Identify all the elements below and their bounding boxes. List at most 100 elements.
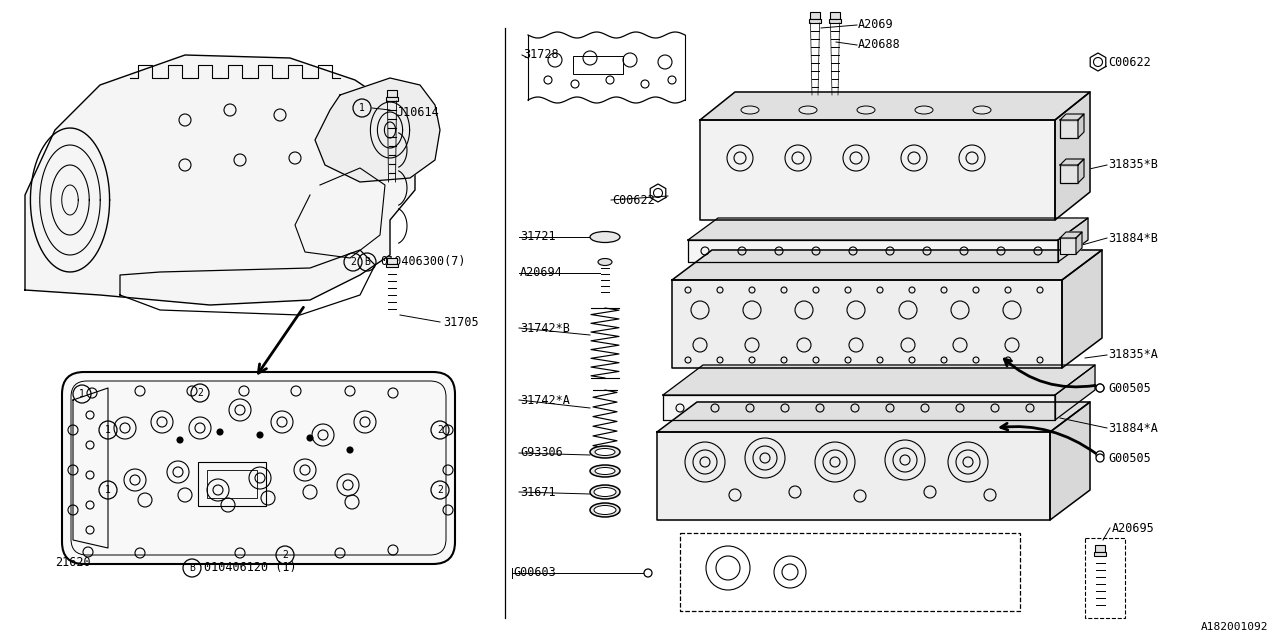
Polygon shape bbox=[663, 395, 1055, 420]
Bar bbox=[809, 19, 820, 23]
Circle shape bbox=[177, 437, 183, 443]
Text: 1: 1 bbox=[79, 389, 84, 399]
Circle shape bbox=[1096, 454, 1103, 462]
Polygon shape bbox=[657, 432, 1050, 520]
Ellipse shape bbox=[590, 232, 620, 243]
Ellipse shape bbox=[590, 446, 620, 458]
Bar bbox=[1085, 538, 1125, 618]
Polygon shape bbox=[1060, 114, 1084, 120]
Text: C00622: C00622 bbox=[1108, 56, 1151, 68]
Bar bbox=[573, 56, 623, 74]
Ellipse shape bbox=[590, 465, 620, 477]
Text: 31884*A: 31884*A bbox=[1108, 422, 1158, 435]
Text: 2: 2 bbox=[282, 550, 288, 560]
Text: 2: 2 bbox=[436, 425, 443, 435]
Text: 31728: 31728 bbox=[524, 49, 558, 61]
Bar bbox=[207, 470, 257, 498]
Bar bbox=[1060, 165, 1078, 183]
Bar bbox=[1094, 552, 1106, 556]
Bar bbox=[1094, 545, 1105, 552]
Ellipse shape bbox=[915, 106, 933, 114]
Text: 1: 1 bbox=[105, 425, 111, 435]
Text: B: B bbox=[364, 257, 370, 267]
Polygon shape bbox=[672, 280, 1062, 368]
Polygon shape bbox=[700, 92, 1091, 120]
Ellipse shape bbox=[590, 503, 620, 517]
Polygon shape bbox=[1062, 250, 1102, 368]
Bar bbox=[387, 90, 397, 97]
Bar bbox=[387, 97, 398, 101]
Text: 31884*B: 31884*B bbox=[1108, 232, 1158, 244]
Text: A20694: A20694 bbox=[520, 266, 563, 280]
Ellipse shape bbox=[799, 106, 817, 114]
Text: 31705: 31705 bbox=[443, 316, 479, 328]
Ellipse shape bbox=[973, 106, 991, 114]
Text: 010406300(7): 010406300(7) bbox=[380, 255, 466, 269]
Polygon shape bbox=[700, 120, 1055, 220]
Polygon shape bbox=[1076, 232, 1082, 254]
Circle shape bbox=[1096, 384, 1103, 392]
Bar bbox=[387, 258, 397, 264]
Bar bbox=[1060, 238, 1076, 254]
Ellipse shape bbox=[858, 106, 876, 114]
Polygon shape bbox=[1060, 232, 1082, 238]
Ellipse shape bbox=[594, 506, 616, 515]
Text: 31742*A: 31742*A bbox=[520, 394, 570, 406]
Circle shape bbox=[644, 569, 652, 577]
Text: G00505: G00505 bbox=[1108, 381, 1151, 394]
Text: 21620: 21620 bbox=[55, 557, 91, 570]
Text: C00622: C00622 bbox=[612, 193, 655, 207]
Text: 2: 2 bbox=[349, 257, 356, 267]
Text: G93306: G93306 bbox=[520, 447, 563, 460]
Ellipse shape bbox=[594, 488, 616, 497]
Circle shape bbox=[257, 432, 262, 438]
Bar bbox=[387, 264, 398, 267]
Text: 31835*A: 31835*A bbox=[1108, 349, 1158, 362]
Bar bbox=[829, 19, 841, 23]
Text: A20695: A20695 bbox=[1112, 522, 1155, 534]
Ellipse shape bbox=[598, 259, 612, 266]
Circle shape bbox=[218, 429, 223, 435]
Polygon shape bbox=[1055, 92, 1091, 220]
Bar bbox=[680, 533, 1020, 611]
Polygon shape bbox=[1078, 114, 1084, 138]
Ellipse shape bbox=[595, 449, 614, 456]
Ellipse shape bbox=[590, 485, 620, 499]
Polygon shape bbox=[672, 250, 1102, 280]
Text: A182001092: A182001092 bbox=[1201, 622, 1268, 632]
Text: 1: 1 bbox=[105, 485, 111, 495]
Text: 31742*B: 31742*B bbox=[520, 321, 570, 335]
Text: 31835*B: 31835*B bbox=[1108, 159, 1158, 172]
Polygon shape bbox=[1078, 159, 1084, 183]
Circle shape bbox=[1096, 451, 1103, 459]
Text: 31721: 31721 bbox=[520, 230, 556, 243]
Polygon shape bbox=[657, 402, 1091, 432]
Text: G00505: G00505 bbox=[1108, 451, 1151, 465]
Circle shape bbox=[347, 447, 353, 453]
Circle shape bbox=[307, 435, 314, 441]
Ellipse shape bbox=[595, 467, 614, 474]
Polygon shape bbox=[26, 55, 415, 305]
Bar bbox=[198, 462, 266, 506]
Polygon shape bbox=[1050, 402, 1091, 520]
Polygon shape bbox=[689, 218, 1088, 240]
Bar bbox=[829, 12, 840, 19]
Text: B: B bbox=[189, 563, 195, 573]
Text: J10614: J10614 bbox=[396, 106, 439, 118]
Bar bbox=[810, 12, 820, 19]
Text: 2: 2 bbox=[197, 388, 204, 398]
FancyBboxPatch shape bbox=[61, 372, 454, 564]
Polygon shape bbox=[1055, 365, 1094, 420]
Bar bbox=[1060, 120, 1078, 138]
Polygon shape bbox=[1059, 218, 1088, 262]
Text: 2: 2 bbox=[436, 485, 443, 495]
Text: A20688: A20688 bbox=[858, 38, 901, 51]
Text: G00603: G00603 bbox=[513, 566, 556, 579]
Text: 31671: 31671 bbox=[520, 486, 556, 499]
Polygon shape bbox=[663, 365, 1094, 395]
Text: A2069: A2069 bbox=[858, 19, 893, 31]
Text: 1: 1 bbox=[360, 103, 365, 113]
Polygon shape bbox=[315, 78, 440, 182]
Text: 010406120 (1): 010406120 (1) bbox=[204, 561, 297, 575]
Ellipse shape bbox=[741, 106, 759, 114]
